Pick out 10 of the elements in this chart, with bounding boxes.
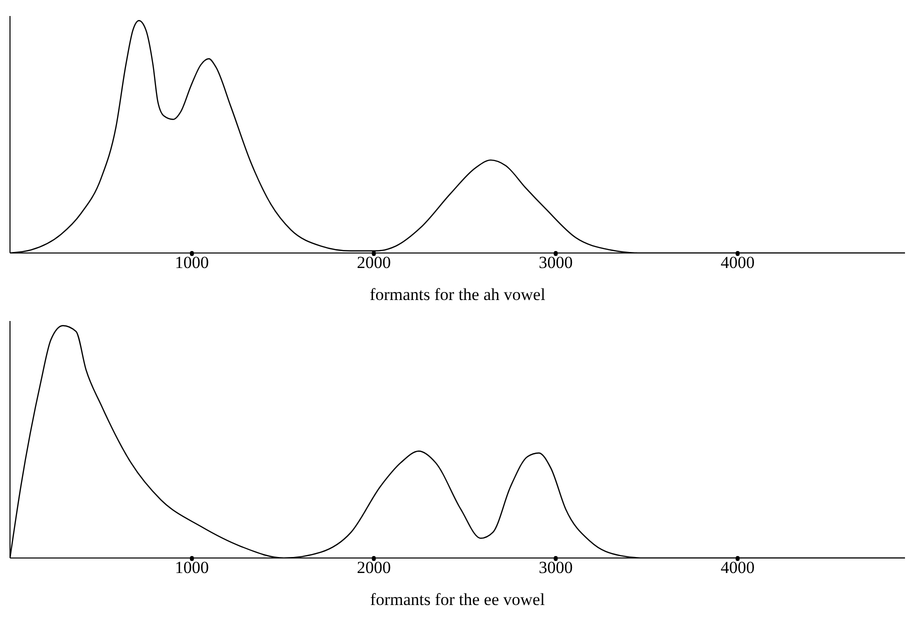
x-tick-label: 4000 bbox=[720, 558, 755, 578]
x-tick-label: 3000 bbox=[538, 253, 573, 272]
x-axis-title: formants for the ah vowel bbox=[370, 285, 546, 304]
x-tick-label: 1000 bbox=[174, 253, 209, 272]
x-tick-label: 2000 bbox=[356, 253, 391, 272]
x-tick-label: 1000 bbox=[174, 558, 209, 578]
x-tick-label: 3000 bbox=[538, 558, 573, 578]
x-tick-label: 4000 bbox=[720, 253, 755, 272]
x-axis-title: formants for the ee vowel bbox=[370, 590, 546, 609]
x-tick-label: 2000 bbox=[356, 558, 391, 578]
